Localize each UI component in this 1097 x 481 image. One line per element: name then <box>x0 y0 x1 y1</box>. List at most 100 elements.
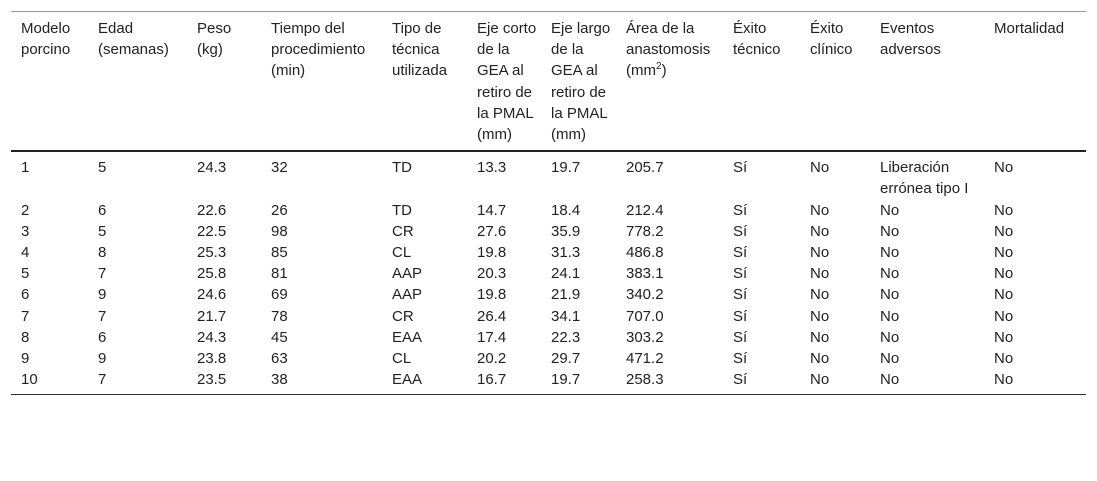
cell-eventos-adversos: No <box>880 307 900 325</box>
cell-exito-tecnico: Sí <box>733 159 748 177</box>
cell-exito-clinico: No <box>810 159 830 177</box>
cell-peso: 24.3 <box>197 159 227 177</box>
cell-eventos-adversos: No <box>880 286 900 304</box>
cell-eje-corto: 19.8 <box>477 286 507 304</box>
cell-edad: 6 <box>98 328 107 346</box>
cell-peso: 24.3 <box>197 328 227 346</box>
results-table: Modelo porcino Edad (semanas) Peso (kg) … <box>11 11 1086 395</box>
cell-eje-corto: 13.3 <box>477 159 507 177</box>
cell-mortalidad: No <box>994 328 1014 346</box>
cell-modelo: 10 <box>21 371 38 389</box>
header-peso: Peso (kg) <box>197 20 232 59</box>
cell-exito-clinico: No <box>810 371 830 389</box>
cell-tecnica: AAP <box>392 265 423 283</box>
cell-mortalidad: No <box>994 159 1014 177</box>
cell-tecnica: EAA <box>392 371 423 389</box>
cell-area: 778.2 <box>626 222 664 240</box>
cell-mortalidad: No <box>994 265 1014 283</box>
cell-eje-largo: 29.7 <box>551 350 581 368</box>
table-row: 6 9 24.6 69 AAP 19.8 21.9 340.2 Sí No No No <box>11 284 1086 305</box>
cell-edad: 8 <box>98 244 107 262</box>
cell-eje-corto: 17.4 <box>477 328 507 346</box>
table-row: 3 5 22.5 98 CR 27.6 35.9 778.2 Sí No No No <box>11 221 1086 242</box>
cell-eje-largo: 34.1 <box>551 307 581 325</box>
header-exito-tecnico: Éxito técnico <box>733 20 781 59</box>
cell-peso: 22.6 <box>197 201 227 219</box>
cell-exito-tecnico: Sí <box>733 371 748 389</box>
cell-area: 383.1 <box>626 265 664 283</box>
cell-modelo: 5 <box>21 265 30 283</box>
table-row: 7 7 21.7 78 CR 26.4 34.1 707.0 Sí No No No <box>11 306 1086 327</box>
cell-eje-largo: 18.4 <box>551 201 581 219</box>
cell-edad: 5 <box>98 159 107 177</box>
header-tiempo: Tiempo del procedimiento (min) <box>271 20 366 80</box>
header-area-superscript: 2 <box>656 61 662 73</box>
cell-eje-largo: 35.9 <box>551 222 581 240</box>
cell-peso: 22.5 <box>197 222 227 240</box>
cell-exito-tecnico: Sí <box>733 328 748 346</box>
cell-edad: 9 <box>98 350 107 368</box>
header-area-close: ) <box>661 62 667 80</box>
cell-tecnica: TD <box>392 201 412 219</box>
cell-area: 205.7 <box>626 159 664 177</box>
cell-eventos-adversos: No <box>880 201 900 219</box>
table-row: 9 9 23.8 63 CL 20.2 29.7 471.2 Sí No No No <box>11 348 1086 369</box>
cell-eje-largo: 24.1 <box>551 265 581 283</box>
cell-exito-clinico: No <box>810 350 830 368</box>
cell-eventos-adversos: No <box>880 371 900 389</box>
header-tipo-tecnica: Tipo de técnica utilizada <box>392 20 448 80</box>
cell-mortalidad: No <box>994 201 1014 219</box>
cell-exito-clinico: No <box>810 201 830 219</box>
cell-eventos-adversos: Liberación errónea tipo I <box>880 159 969 198</box>
cell-tecnica: AAP <box>392 286 423 304</box>
cell-peso: 23.8 <box>197 350 227 368</box>
cell-tecnica: CR <box>392 222 414 240</box>
header-exito-clinico: Éxito clínico <box>810 20 853 59</box>
cell-exito-clinico: No <box>810 307 830 325</box>
header-edad: Edad (semanas) <box>98 20 169 59</box>
cell-peso: 21.7 <box>197 307 227 325</box>
cell-tecnica: TD <box>392 159 412 177</box>
header-area-anastomosis: Área de la anastomosis (mm2) <box>616 12 723 152</box>
cell-tiempo: 26 <box>271 201 288 219</box>
table-row: 5 7 25.8 81 AAP 20.3 24.1 383.1 Sí No No No <box>11 263 1086 284</box>
cell-tecnica: CL <box>392 244 412 262</box>
cell-modelo: 3 <box>21 222 30 240</box>
cell-exito-clinico: No <box>810 244 830 262</box>
header-eventos-adversos: Eventos adversos <box>880 20 941 59</box>
cell-area: 212.4 <box>626 201 664 219</box>
cell-peso: 25.8 <box>197 265 227 283</box>
cell-exito-tecnico: Sí <box>733 244 748 262</box>
cell-exito-tecnico: Sí <box>733 222 748 240</box>
cell-eventos-adversos: No <box>880 244 900 262</box>
cell-exito-clinico: No <box>810 265 830 283</box>
cell-area: 486.8 <box>626 244 664 262</box>
cell-eje-largo: 19.7 <box>551 159 581 177</box>
cell-tiempo: 78 <box>271 307 288 325</box>
cell-eje-corto: 20.3 <box>477 265 507 283</box>
cell-tiempo: 85 <box>271 244 288 262</box>
header-eje-corto: Eje corto de la GEA al retiro de la PMAL… <box>477 20 537 144</box>
cell-eje-corto: 27.6 <box>477 222 507 240</box>
cell-eventos-adversos: No <box>880 265 900 283</box>
cell-edad: 5 <box>98 222 107 240</box>
cell-tiempo: 69 <box>271 286 288 304</box>
cell-exito-clinico: No <box>810 328 830 346</box>
cell-edad: 9 <box>98 286 107 304</box>
cell-area: 303.2 <box>626 328 664 346</box>
cell-eje-largo: 21.9 <box>551 286 581 304</box>
cell-tecnica: CR <box>392 307 414 325</box>
cell-eje-corto: 14.7 <box>477 201 507 219</box>
cell-eje-corto: 20.2 <box>477 350 507 368</box>
cell-modelo: 6 <box>21 286 30 304</box>
cell-tecnica: CL <box>392 350 412 368</box>
cell-tiempo: 38 <box>271 371 288 389</box>
cell-tiempo: 98 <box>271 222 288 240</box>
cell-eventos-adversos: No <box>880 328 900 346</box>
cell-modelo: 8 <box>21 328 30 346</box>
results-table-container: Modelo porcino Edad (semanas) Peso (kg) … <box>11 11 1086 395</box>
cell-peso: 23.5 <box>197 371 227 389</box>
cell-mortalidad: No <box>994 307 1014 325</box>
cell-edad: 7 <box>98 307 107 325</box>
cell-modelo: 1 <box>21 159 30 177</box>
